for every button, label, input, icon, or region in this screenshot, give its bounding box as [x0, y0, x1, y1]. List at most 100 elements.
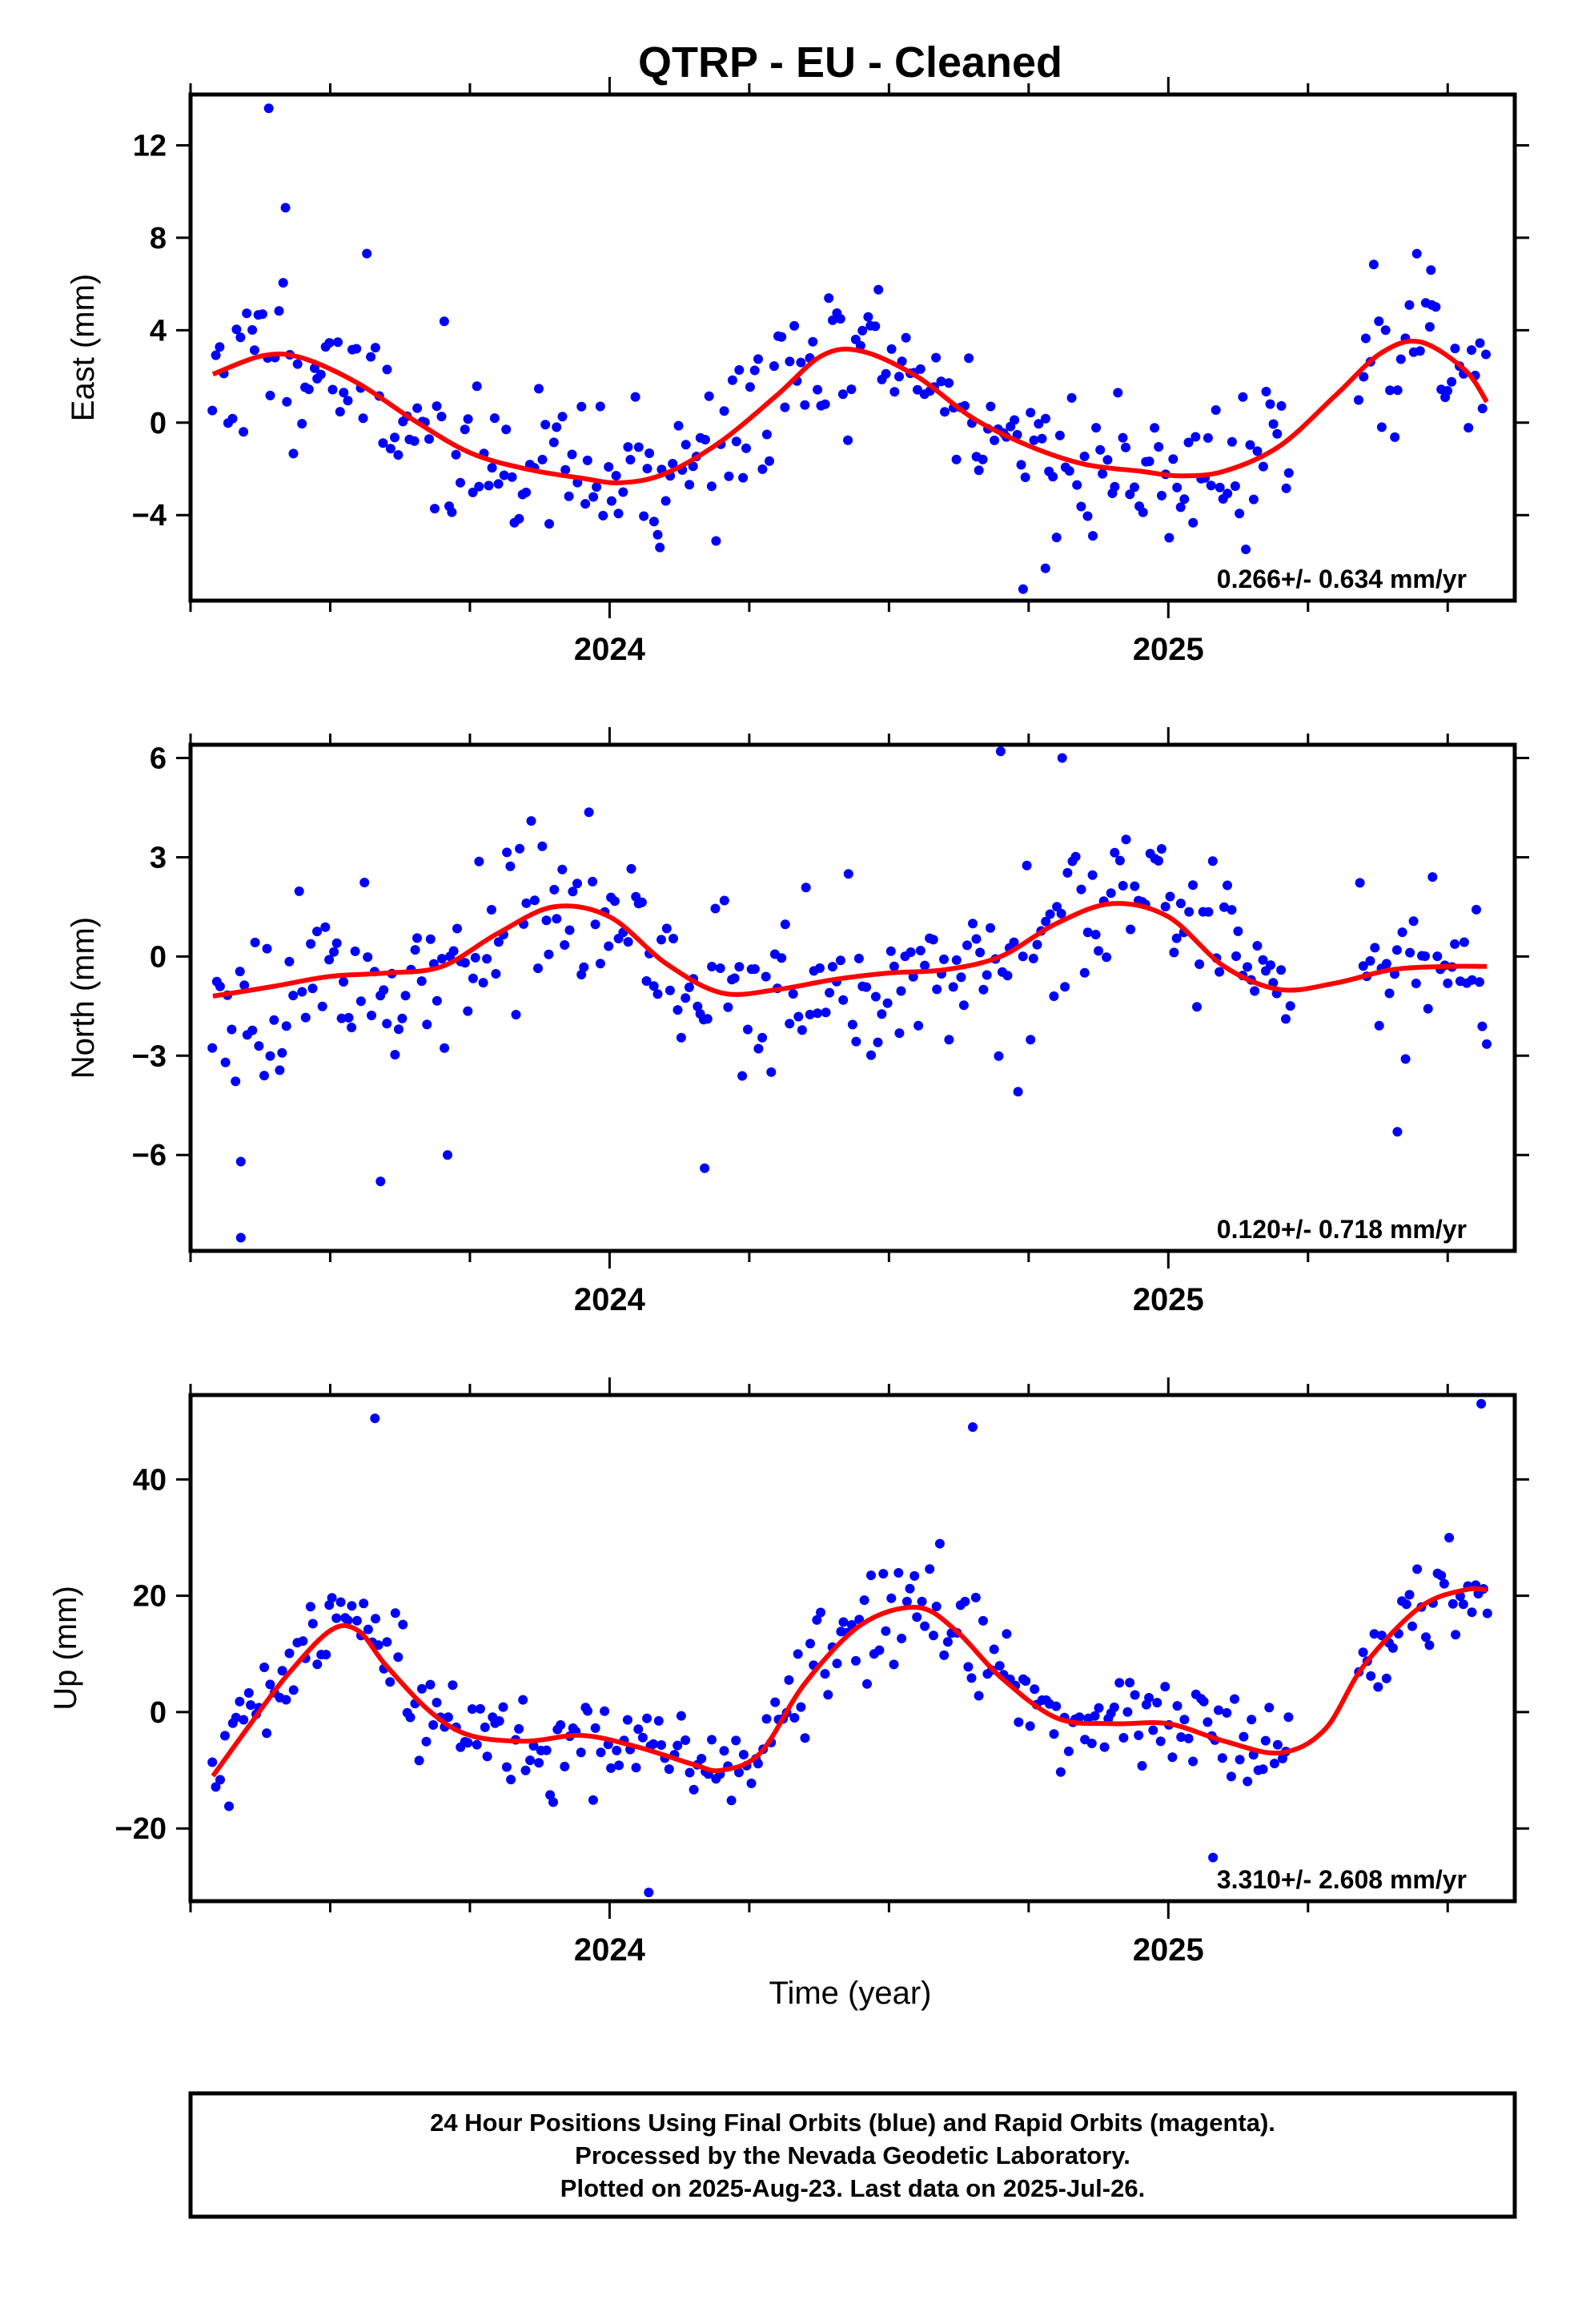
data-point — [1467, 1607, 1477, 1618]
data-point — [1134, 1730, 1144, 1740]
rate-label: 3.310+/- 2.608 mm/yr — [1217, 1865, 1467, 1894]
data-point — [1243, 1776, 1253, 1787]
data-point — [1079, 967, 1090, 978]
data-point — [851, 1655, 861, 1666]
data-point — [1160, 902, 1170, 912]
data-point — [498, 1702, 508, 1712]
data-point — [1424, 322, 1435, 332]
data-point — [436, 412, 447, 422]
data-point — [300, 1012, 311, 1023]
data-point — [235, 967, 245, 977]
data-point — [568, 887, 578, 897]
data-point — [1188, 1756, 1199, 1767]
data-point — [1421, 1632, 1431, 1642]
data-point — [1167, 1752, 1178, 1763]
data-point — [1464, 423, 1474, 433]
data-point — [837, 389, 848, 400]
data-point — [1374, 1020, 1384, 1031]
data-point — [813, 1008, 823, 1019]
data-point — [780, 402, 790, 412]
data-point — [560, 940, 570, 950]
data-point — [339, 977, 349, 987]
data-point — [421, 1736, 432, 1747]
data-point — [355, 996, 366, 1007]
data-point — [905, 947, 916, 957]
data-point — [412, 933, 422, 943]
data-point — [944, 1035, 954, 1045]
data-point — [336, 1013, 347, 1023]
data-point — [576, 970, 587, 979]
data-point — [1230, 481, 1240, 491]
data-point — [215, 1775, 225, 1785]
data-point — [1231, 951, 1241, 961]
data-point — [493, 937, 504, 947]
data-point — [1219, 902, 1229, 912]
data-point — [1258, 955, 1268, 965]
data-point — [673, 420, 684, 431]
data-point — [526, 816, 536, 826]
outlier-point — [370, 1413, 380, 1424]
data-point — [664, 1764, 674, 1775]
data-point — [422, 1019, 432, 1030]
data-point — [994, 1661, 1005, 1671]
data-point — [1130, 1690, 1140, 1700]
data-point — [729, 973, 740, 983]
x-tick-label: 2025 — [1133, 1282, 1204, 1317]
data-point — [393, 450, 404, 460]
data-point — [277, 1047, 287, 1058]
data-point — [805, 1009, 815, 1019]
data-point — [557, 412, 568, 422]
data-point — [963, 1662, 974, 1672]
data-point — [1051, 1701, 1062, 1711]
data-point — [896, 986, 906, 996]
data-point — [572, 879, 582, 889]
data-point — [1447, 376, 1457, 387]
data-point — [528, 1741, 539, 1751]
data-point — [780, 919, 790, 930]
data-point — [1203, 432, 1213, 443]
data-point — [1094, 1703, 1104, 1713]
data-point — [327, 384, 338, 395]
y-axis-label: East (mm) — [66, 274, 101, 421]
data-point — [424, 434, 434, 444]
data-point — [1203, 1717, 1213, 1727]
data-point — [506, 1775, 516, 1785]
data-point — [452, 923, 462, 934]
plot-frame — [188, 742, 1517, 1253]
data-point — [333, 337, 343, 348]
data-point — [231, 1712, 241, 1723]
data-point — [1102, 952, 1112, 963]
data-point — [681, 1735, 691, 1745]
data-point — [579, 962, 589, 972]
data-point — [1113, 388, 1123, 398]
data-point — [1206, 480, 1216, 491]
data-point — [259, 1071, 269, 1081]
data-point — [1192, 1002, 1202, 1012]
data-point — [882, 998, 893, 1008]
data-point — [1102, 455, 1113, 465]
data-point — [719, 406, 729, 416]
data-point — [648, 517, 659, 527]
data-point — [379, 985, 389, 995]
data-point — [382, 1019, 392, 1029]
data-point — [623, 937, 633, 947]
data-point — [745, 382, 755, 392]
data-point — [1172, 482, 1182, 493]
data-point — [1076, 501, 1086, 512]
data-point — [863, 312, 873, 322]
data-point — [1381, 1673, 1391, 1683]
data-point — [416, 976, 427, 987]
data-point — [584, 807, 594, 818]
data-point — [456, 477, 465, 488]
data-point — [343, 396, 353, 406]
data-point — [501, 424, 512, 435]
y-tick-label: 8 — [150, 222, 167, 255]
data-point — [1179, 1715, 1190, 1725]
data-point — [502, 847, 512, 858]
data-point — [1407, 1621, 1417, 1631]
data-point — [491, 969, 501, 979]
data-point — [793, 1011, 804, 1022]
data-point — [956, 972, 966, 983]
data-point — [567, 449, 577, 460]
data-point — [934, 1538, 945, 1549]
